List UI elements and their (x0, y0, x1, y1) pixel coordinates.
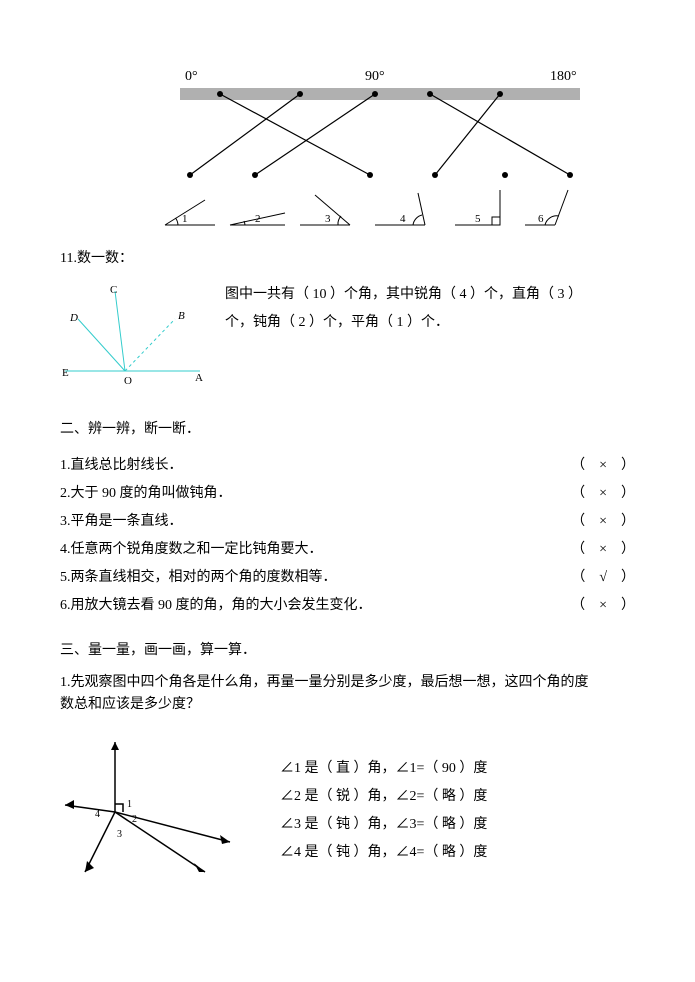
judge-bracket: （ × ） (571, 592, 635, 620)
number-line-diagram: 0° 90° 180° 1 2 3 4 (160, 60, 635, 248)
s3q1-answers: ∠1 是（ 直 ）角，∠1=（ 90 ）度 ∠2 是（ 锐 ）角，∠2=（ 略 … (280, 755, 487, 867)
q11-text-3: ）个，直角（ (470, 287, 554, 302)
svg-text:4: 4 (95, 809, 100, 820)
q11-text-7: ）个． (407, 315, 449, 330)
label-90deg: 90° (365, 69, 385, 84)
judge-bracket: （ × ） (571, 480, 635, 508)
judge-item: 6.用放大镜去看 90 度的角，角的大小会发生变化． （ × ） (60, 592, 635, 620)
section2-title: 二、辨一辨，断一断． (60, 419, 635, 441)
s3q1-prompt1: 1.先观察图中四个角各是什么角，再量一量分别是多少度，最后想一想，这四个角的度 (60, 672, 635, 694)
judge-bracket: （ × ） (571, 452, 635, 480)
svg-text:B: B (178, 310, 185, 322)
svg-text:1: 1 (127, 799, 132, 810)
answer-row: ∠4 是（ 钝 ）角，∠4=（ 略 ）度 (280, 839, 487, 867)
s3q1-prompt2: 数总和应该是多少度？ (60, 694, 635, 716)
judge-item: 3.平角是一条直线． （ × ） (60, 508, 635, 536)
angle-label-4: 4 (400, 213, 406, 225)
q11-total: 10 (313, 287, 327, 302)
answer-row: ∠1 是（ 直 ）角，∠1=（ 90 ）度 (280, 755, 487, 783)
answer-row: ∠2 是（ 锐 ）角，∠2=（ 略 ）度 (280, 783, 487, 811)
q11-obtuse: 2 (299, 315, 306, 330)
svg-text:E: E (62, 367, 69, 379)
q11-right: 3 (558, 287, 565, 302)
number-line-bar (180, 88, 580, 100)
judge-text: 3.平角是一条直线． (60, 514, 183, 529)
q11-acute: 4 (460, 287, 467, 302)
judge-item: 2.大于 90 度的角叫做钝角． （ × ） (60, 480, 635, 508)
section3-title: 三、量一量，画一画，算一算． (60, 640, 635, 662)
svg-text:O: O (124, 375, 132, 387)
judge-bracket: （ × ） (571, 536, 635, 564)
judge-list: 1.直线总比射线长． （ × ） 2.大于 90 度的角叫做钝角． （ × ） 3.… (60, 452, 635, 620)
judge-text: 5.两条直线相交，相对的两个角的度数相等． (60, 570, 337, 585)
judge-text: 1.直线总比射线长． (60, 458, 183, 473)
q11-text-1: 图中一共有（ (225, 287, 309, 302)
judge-bracket: （ × ） (571, 508, 635, 536)
judge-text: 6.用放大镜去看 90 度的角，角的大小会发生变化． (60, 598, 372, 613)
svg-text:2: 2 (132, 814, 137, 825)
q11-diagram: E O A B C D (60, 281, 210, 399)
judge-bracket: （ √ ） (571, 564, 635, 592)
angle-label-6: 6 (538, 213, 544, 225)
angle-label-1: 1 (182, 213, 188, 225)
label-180deg: 180° (550, 69, 577, 84)
s3q1-diagram: 1 2 3 4 (60, 737, 240, 885)
q11-title: 11.数一数： (60, 248, 635, 270)
q11-straight: 1 (397, 315, 404, 330)
judge-text: 2.大于 90 度的角叫做钝角． (60, 486, 232, 501)
q11-text-4: ） (568, 287, 582, 302)
svg-text:3: 3 (117, 829, 122, 840)
angle-label-3: 3 (325, 213, 331, 225)
angle-label-2: 2 (255, 213, 261, 225)
svg-text:C: C (110, 284, 117, 296)
svg-text:A: A (195, 372, 203, 384)
label-0deg: 0° (185, 69, 198, 84)
judge-text: 4.任意两个锐角度数之和一定比钝角要大． (60, 542, 323, 557)
judge-item: 5.两条直线相交，相对的两个角的度数相等． （ √ ） (60, 564, 635, 592)
q11-text-6: ）个，平角（ (309, 315, 393, 330)
judge-item: 4.任意两个锐角度数之和一定比钝角要大． （ × ） (60, 536, 635, 564)
q11-text-5: 个，钝角（ (225, 315, 295, 330)
judge-item: 1.直线总比射线长． （ × ） (60, 452, 635, 480)
angle-label-5: 5 (475, 213, 481, 225)
number-line-svg: 0° 90° 180° 1 2 3 4 (160, 60, 600, 240)
answer-row: ∠3 是（ 钝 ）角，∠3=（ 略 ）度 (280, 811, 487, 839)
svg-text:D: D (69, 312, 78, 324)
q11-text-2: ）个角，其中锐角（ (330, 287, 456, 302)
